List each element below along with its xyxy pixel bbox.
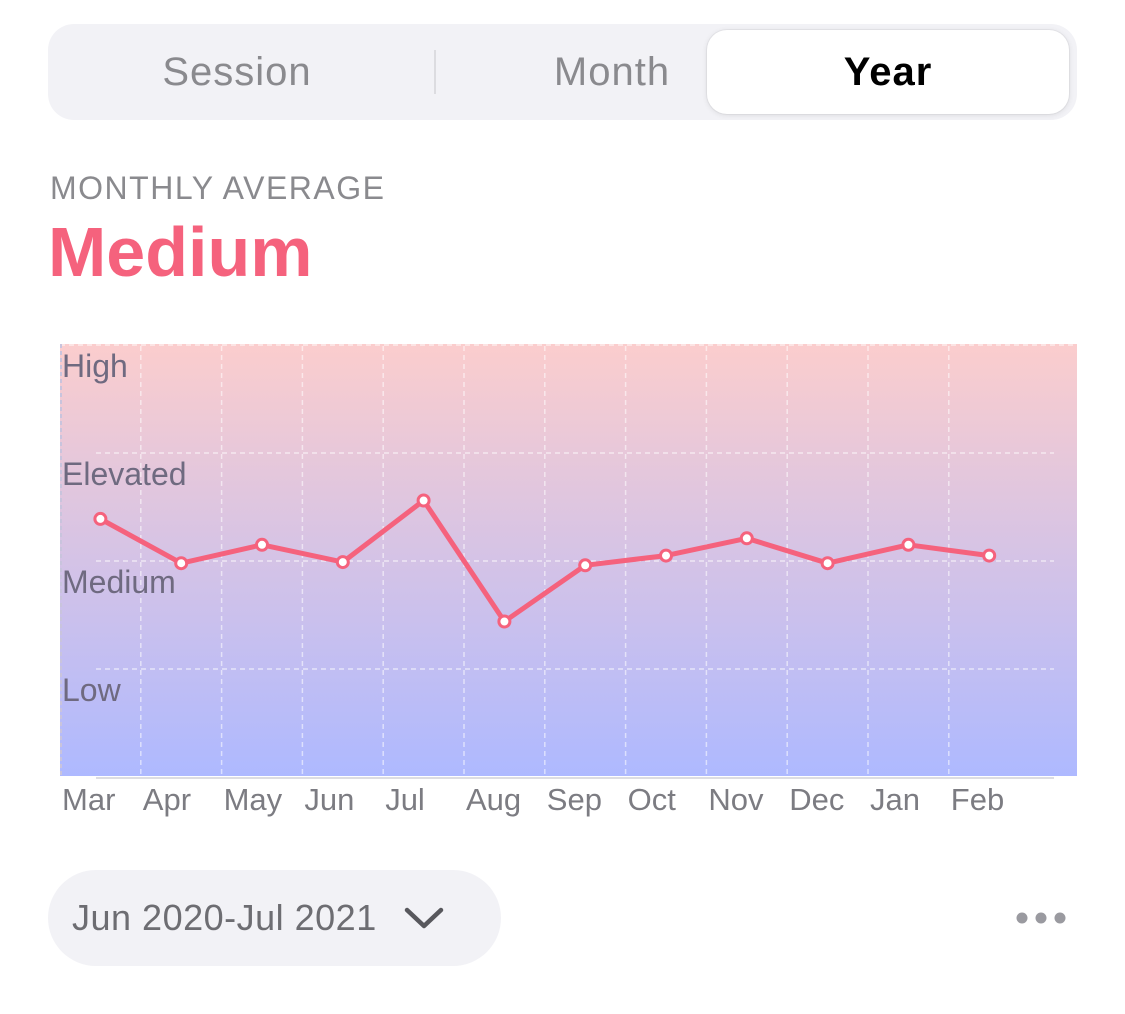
data-point-dec: [820, 556, 835, 571]
summary-value: Medium: [48, 213, 313, 291]
series-line: [97, 498, 992, 624]
more-horizontal-icon: [1016, 912, 1066, 924]
x-axis-tick-label: Sep: [547, 782, 602, 817]
data-point-apr: [174, 556, 189, 571]
y-axis-label: Elevated: [62, 456, 187, 492]
data-point-jun: [335, 555, 350, 570]
x-axis-tick-label: Apr: [143, 782, 191, 817]
chevron-down-icon: [404, 907, 443, 929]
data-point-feb: [982, 548, 997, 563]
tab-session[interactable]: Session: [162, 49, 312, 94]
date-range-selector[interactable]: Jun 2020-Jul 2021: [48, 870, 501, 966]
data-point-jan: [901, 537, 916, 552]
x-axis-tick-label: Mar: [62, 782, 115, 817]
period-segmented-control: Session Month Year: [48, 24, 1077, 120]
tab-month[interactable]: Month: [553, 49, 671, 94]
y-axis-label: Medium: [62, 564, 176, 600]
x-axis-tick-label: Jan: [870, 782, 920, 817]
summary-caption: MONTHLY AVERAGE: [50, 170, 386, 206]
data-point-may: [255, 537, 269, 552]
data-point-jul: [416, 493, 431, 508]
x-axis-tick-label: Feb: [951, 782, 1004, 817]
x-axis-tick-label: May: [224, 782, 283, 817]
date-range-label: Jun 2020-Jul 2021: [72, 897, 377, 938]
chart-grid: [60, 344, 1077, 776]
x-axis-tick-label: Oct: [628, 782, 677, 817]
data-point-oct: [659, 548, 673, 563]
x-axis-tick-label: Aug: [466, 782, 521, 817]
y-axis-label: High: [62, 348, 128, 384]
x-axis-tick-label: Jun: [304, 782, 354, 817]
data-point-aug: [497, 614, 512, 629]
x-axis-tick-label: Dec: [789, 782, 844, 817]
segment-divider: [434, 50, 436, 94]
more-button[interactable]: [1010, 898, 1072, 938]
data-point-mar: [93, 511, 108, 526]
y-axis-label: Low: [62, 672, 122, 708]
x-axis-tick-label: Nov: [708, 782, 764, 817]
tab-year[interactable]: Year: [707, 30, 1069, 114]
chart-background: [60, 344, 1077, 776]
data-point-sep: [578, 558, 593, 573]
data-point-nov: [739, 531, 754, 546]
x-axis-tick-label: Jul: [385, 782, 425, 817]
